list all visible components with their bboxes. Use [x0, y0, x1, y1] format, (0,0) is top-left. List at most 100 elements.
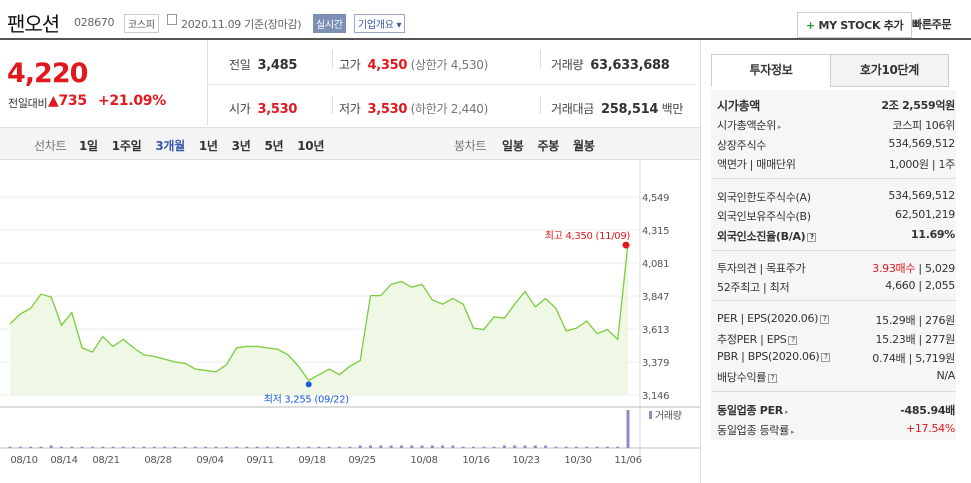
realtime-badge[interactable]: 실시간	[313, 14, 346, 33]
volume-bar	[369, 445, 372, 448]
volume-bar	[193, 446, 197, 448]
price-chart[interactable]: 4,549 4,315 4,081 3,847 3,613 3,379 3,146 최고 4,…	[0, 161, 700, 483]
base-date: 2020.11.09 기준(장마감)	[181, 18, 302, 31]
min-point	[305, 381, 312, 388]
volume-bar	[307, 446, 311, 448]
volume-bar	[39, 446, 43, 448]
volume-bar	[585, 446, 589, 448]
period-tab[interactable]: 1년	[198, 139, 218, 153]
volume-bar	[482, 446, 486, 448]
volume-bar	[502, 445, 506, 448]
volume-bar	[255, 446, 259, 448]
volume-bar	[204, 446, 208, 448]
volume-legend-label: 거래량	[655, 410, 682, 422]
chart-tab-bar	[0, 127, 700, 160]
volume-bar	[348, 446, 352, 448]
period-tabs: 1일 1주일 3개월 1년 3년 5년 10년	[79, 137, 324, 154]
change-value: ▲735	[48, 93, 87, 109]
x-axis-label: 08/21	[92, 455, 119, 466]
high-price: 고가 4,350 (상한가 4,530)	[339, 58, 489, 73]
x-axis-label: 09/11	[246, 455, 273, 466]
volume-bar	[410, 445, 414, 448]
x-axis-label: 10/16	[462, 455, 489, 466]
volume-bar	[183, 446, 187, 448]
tab-orderbook[interactable]: 호가10단계	[830, 54, 949, 87]
market-cap-row: 시가총액 2조 2,559억원	[717, 99, 955, 113]
volume-bar	[441, 445, 445, 448]
prev-close: 전일 3,485	[229, 58, 298, 73]
line-chart-label: 선차트	[34, 139, 67, 153]
volume-bar	[544, 445, 548, 448]
volume-bar	[399, 445, 403, 448]
volume-bar	[379, 445, 383, 448]
company-overview-button[interactable]: 기업개요 ▾	[354, 14, 406, 33]
plus-icon: +	[806, 19, 815, 32]
volume-bar	[296, 446, 300, 448]
volume-bar	[595, 446, 599, 448]
volume-bar	[101, 446, 105, 448]
info-icon[interactable]: ?	[768, 373, 778, 383]
my-stock-add-button[interactable]: + MY STOCK 추가	[797, 12, 913, 38]
candle-tab[interactable]: 주봉	[537, 139, 559, 153]
current-price: 4,220	[7, 58, 88, 89]
volume-bar	[492, 446, 496, 448]
volume-bar	[338, 446, 342, 448]
candle-chart-label: 봉차트	[454, 139, 487, 153]
per-row: PER | EPS(2020.06)? 15.29배 | 276원	[717, 312, 955, 327]
invest-info-panel	[711, 90, 956, 440]
volume-bar	[70, 446, 74, 448]
period-tab[interactable]: 3개월	[155, 139, 185, 153]
x-axis-label: 09/04	[196, 455, 223, 466]
y-tick-label: 4,081	[642, 259, 669, 270]
change-label: 전일대비	[8, 97, 48, 110]
volume-bar	[276, 446, 280, 448]
volume-bar	[317, 446, 321, 448]
info-icon[interactable]: ?	[820, 314, 830, 324]
volume-bar	[18, 446, 22, 448]
stock-code: 028670	[74, 16, 115, 29]
volume-bar	[327, 446, 331, 448]
industry-rate-row: 동일업종 등락률 ▸ +17.54%	[717, 422, 955, 437]
period-tab[interactable]: 3년	[231, 139, 251, 153]
x-axis-label: 10/08	[410, 455, 437, 466]
info-icon[interactable]: ?	[821, 352, 831, 362]
volume-bar	[152, 446, 156, 448]
x-axis-label: 10/30	[564, 455, 591, 466]
x-axis-label: 11/06	[614, 455, 641, 466]
y-tick-label: 4,315	[642, 226, 669, 237]
x-axis-label: 09/25	[348, 455, 375, 466]
volume-bar	[163, 446, 166, 448]
volume-bar	[389, 445, 393, 448]
info-icon[interactable]: ?	[807, 232, 817, 242]
quick-order-button[interactable]: 빠른주문	[912, 18, 952, 31]
period-tab[interactable]: 1일	[79, 139, 98, 153]
volume-bar	[626, 410, 630, 448]
info-icon[interactable]: ?	[788, 335, 798, 345]
volume-bar	[235, 446, 239, 448]
period-tab[interactable]: 10년	[297, 139, 325, 153]
low-price: 저가 3,530 (하한가 2,440)	[339, 102, 489, 117]
calendar-icon	[167, 14, 177, 25]
max-point	[622, 241, 630, 249]
par-value-row: 액면가 | 매매단위 1,000원 | 1주	[717, 158, 955, 171]
tab-invest-info[interactable]: 투자정보	[711, 54, 831, 87]
volume-bar	[554, 446, 558, 448]
volume-bar	[121, 446, 125, 448]
period-tab[interactable]: 1주일	[111, 139, 142, 153]
price-area	[10, 243, 628, 395]
volume-bar	[80, 446, 84, 448]
foreign-ratio-row: 외국인소진율(B/A)? 11.69%	[717, 228, 955, 243]
y-tick-label: 3,379	[642, 358, 669, 369]
period-tab[interactable]: 5년	[264, 139, 284, 153]
volume-bar	[451, 445, 455, 448]
open-price: 시가 3,530	[229, 102, 298, 117]
w52-row: 52주최고 | 최저 4,660 | 2,055	[717, 279, 955, 294]
volume-bar	[472, 446, 475, 448]
x-axis-label: 10/23	[512, 455, 539, 466]
y-tick-label: 3,146	[642, 391, 669, 402]
candle-tab[interactable]: 일봉	[502, 139, 524, 153]
volume-bar	[214, 446, 218, 448]
volume-bar	[533, 445, 537, 448]
volume-bar	[111, 446, 115, 448]
candle-tab[interactable]: 월봉	[572, 139, 595, 153]
